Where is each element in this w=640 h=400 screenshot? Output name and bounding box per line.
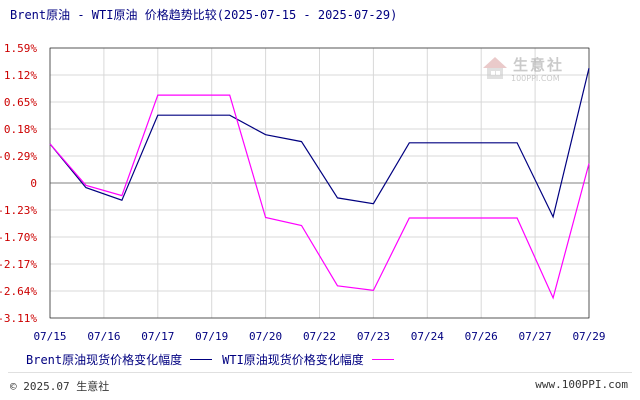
series-line-brent [49, 67, 590, 219]
watermark-url: 100PPI.COM [511, 74, 560, 83]
chart-title: Brent原油 - WTI原油 价格趋势比较(2025-07-15 - 2025… [10, 8, 398, 22]
x-tick-label: 07/24 [411, 330, 444, 343]
legend-label-brent: Brent原油现货价格变化幅度 [26, 353, 183, 367]
y-tick-label: -2.64% [0, 285, 37, 298]
y-tick-label: 0 [30, 177, 37, 190]
x-tick-label: 07/16 [87, 330, 120, 343]
legend-swatch-wti [371, 359, 394, 360]
footer-divider [8, 372, 632, 373]
x-tick-label: 07/19 [195, 330, 228, 343]
x-tick-label: 07/20 [249, 330, 282, 343]
watermark: 生意社 100PPI.COM [481, 54, 562, 86]
watermark-name: 生意社 [513, 56, 565, 74]
y-tick-label: 0.18% [4, 123, 37, 136]
legend-swatch-brent [190, 359, 213, 360]
x-tick-label: 07/17 [141, 330, 174, 343]
y-tick-label: 1.12% [4, 69, 37, 82]
footer-copyright: © 2025.07 生意社 [10, 380, 110, 393]
y-tick-label: -0.29% [0, 150, 37, 163]
y-tick-label: 0.65% [4, 96, 37, 109]
series-line-wti [49, 94, 590, 300]
footer-site-link[interactable]: www.100PPI.com [535, 378, 628, 391]
x-tick-label: 07/22 [303, 330, 336, 343]
house-logo-icon [483, 57, 507, 79]
y-tick-label: -1.23% [0, 204, 37, 217]
y-tick-label: -2.17% [0, 258, 37, 271]
plot-border [49, 47, 590, 319]
legend-label-wti: WTI原油现货价格变化幅度 [222, 353, 364, 367]
y-tick-label: -3.11% [0, 312, 37, 325]
legend: Brent原油现货价格变化幅度 WTI原油现货价格变化幅度 [26, 351, 404, 368]
y-tick-label: 1.59% [4, 42, 37, 55]
x-tick-label: 07/29 [572, 330, 605, 343]
x-tick-label: 07/27 [519, 330, 552, 343]
x-tick-label: 07/15 [33, 330, 66, 343]
x-tick-label: 07/23 [357, 330, 390, 343]
x-tick-label: 07/26 [465, 330, 498, 343]
y-tick-label: -1.70% [0, 231, 37, 244]
